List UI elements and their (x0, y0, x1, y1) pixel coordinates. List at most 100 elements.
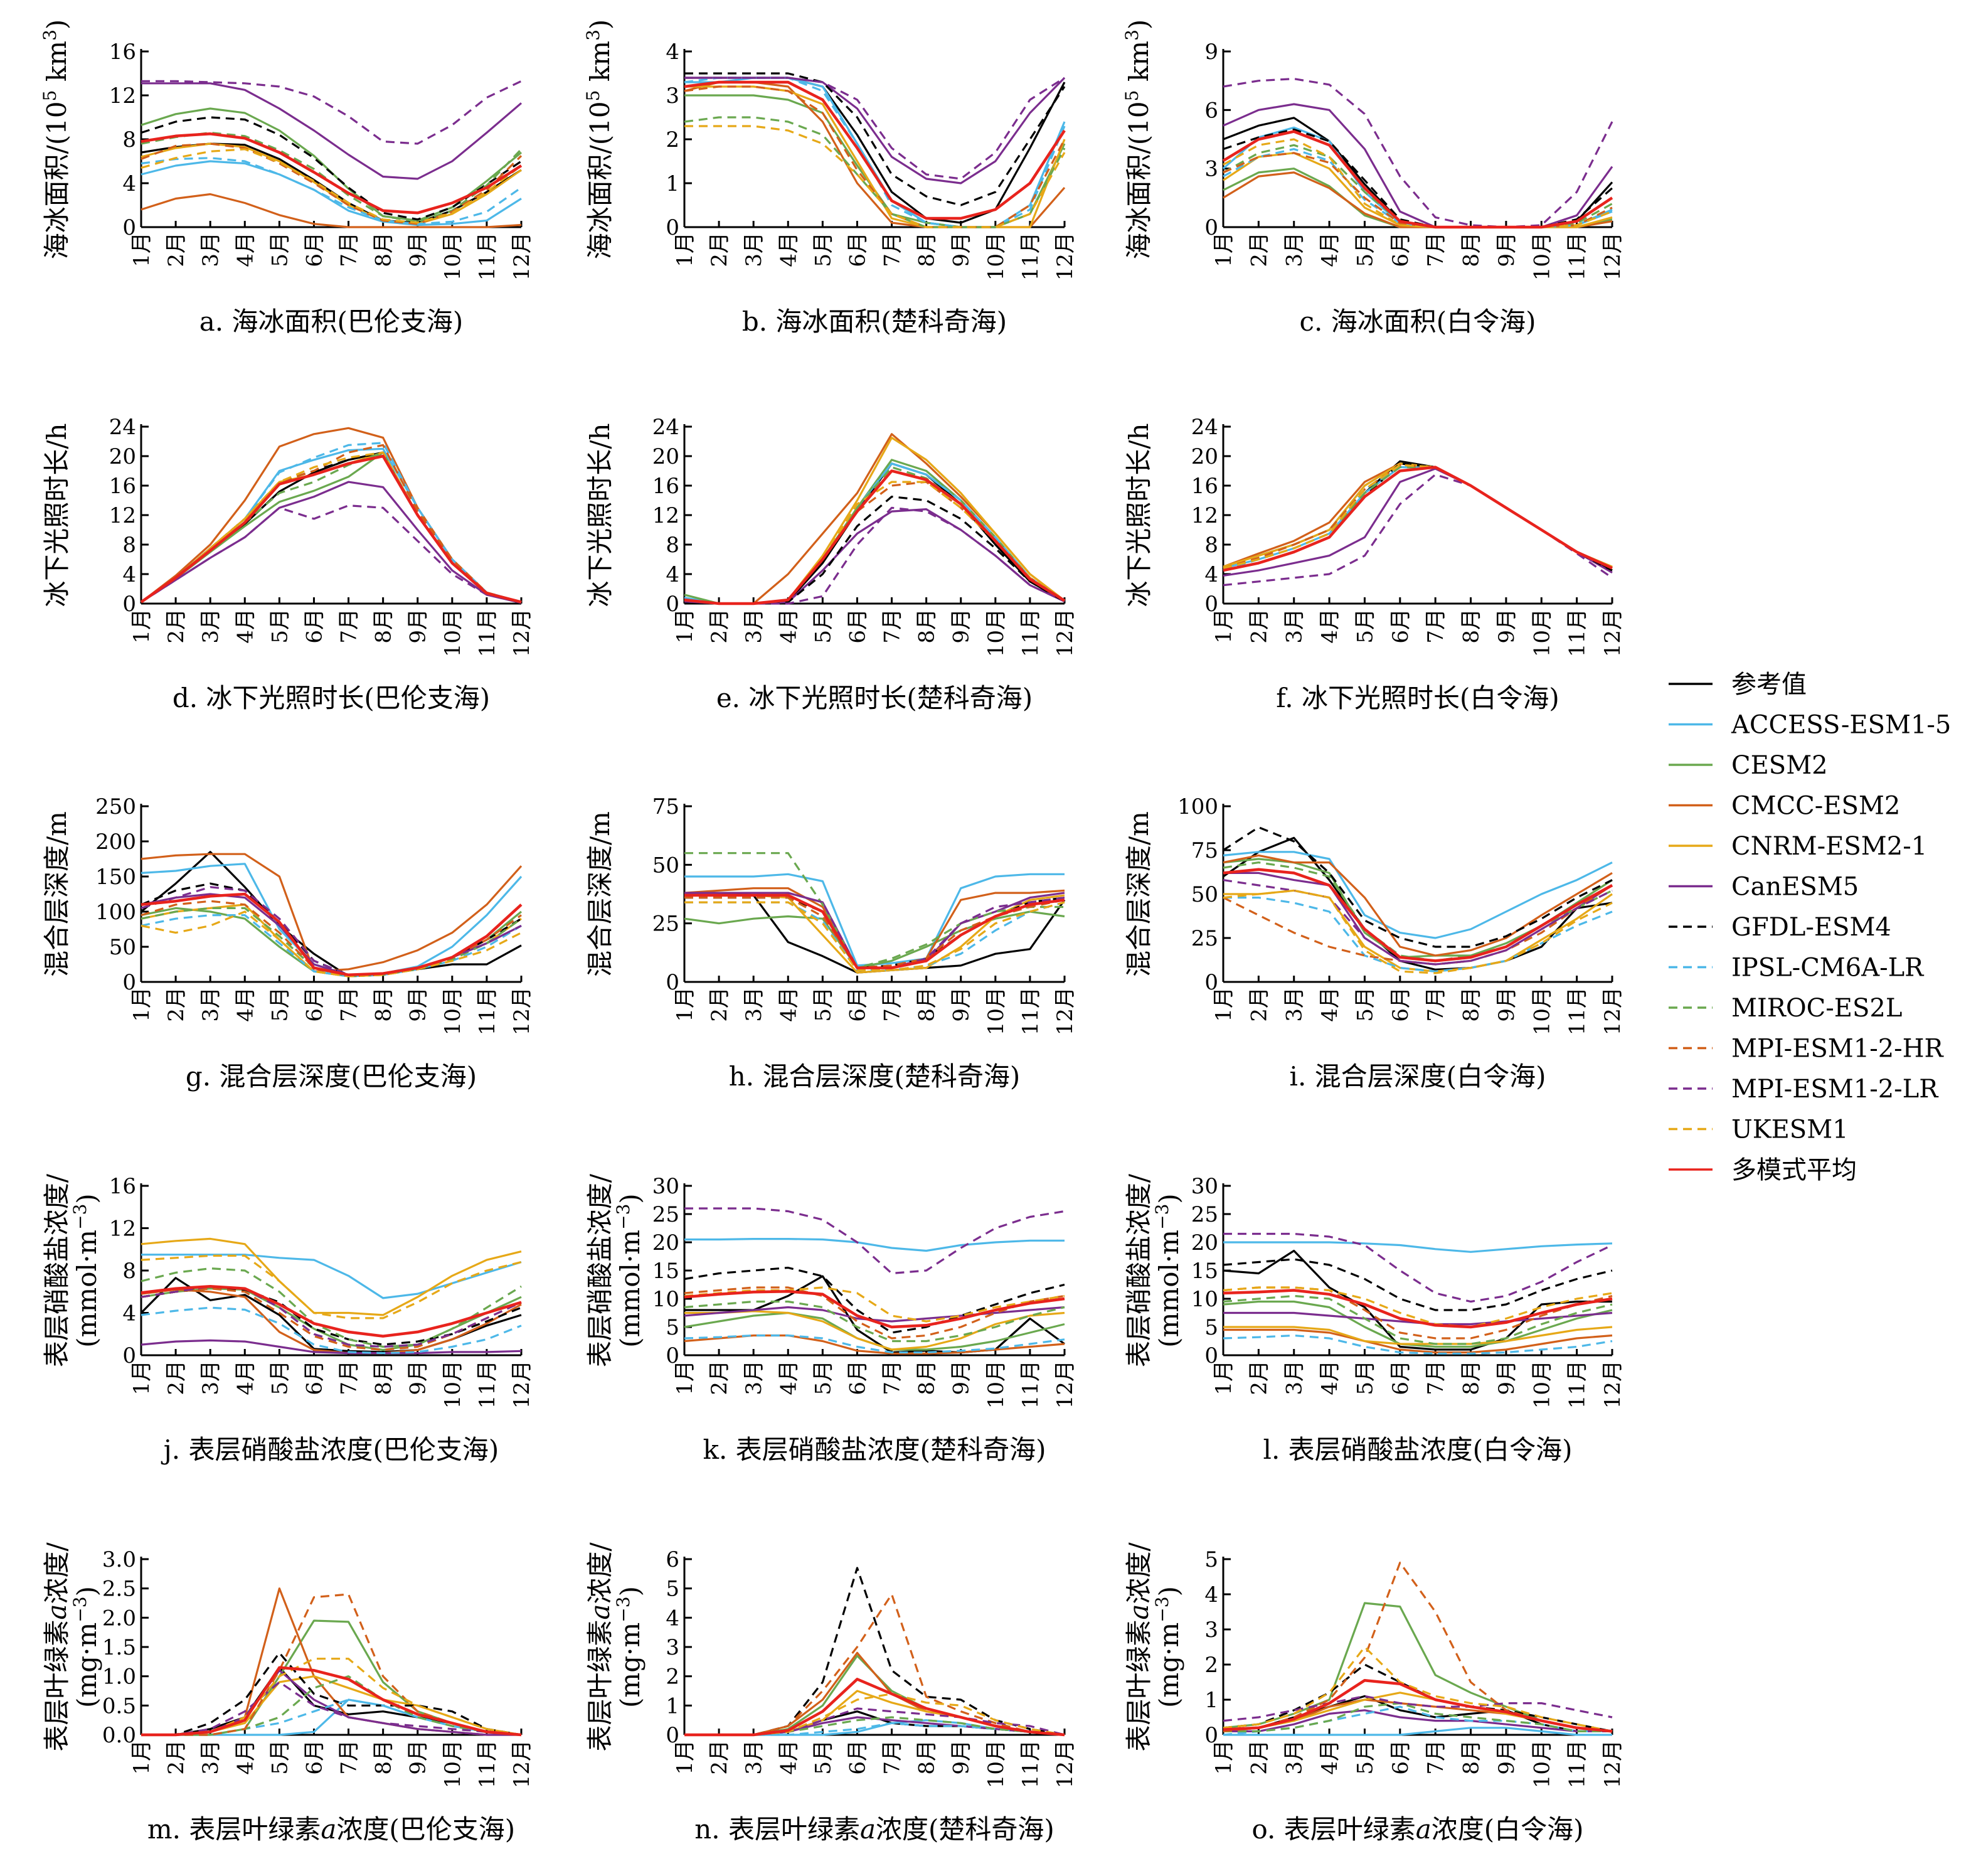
y-tick-label: 0 (666, 592, 679, 617)
series-line (1223, 1241, 1613, 1253)
series-line (684, 466, 1065, 605)
x-tick-label: 7月 (880, 1360, 905, 1395)
y-tick-label: 20 (652, 1230, 679, 1255)
series-line (141, 914, 522, 978)
series-line (1223, 889, 1613, 974)
series-line (141, 504, 522, 604)
y-tick-label: 16 (109, 1174, 136, 1199)
y-tick-label: 8 (122, 127, 136, 152)
x-tick-label: 9月 (406, 987, 431, 1022)
x-tick-label: 1月 (129, 1740, 154, 1775)
y-axis-label: 海冰面积/(105 km3) (40, 19, 73, 260)
x-tick-label: 4月 (776, 1360, 801, 1395)
y-tick-label: 4 (122, 1301, 136, 1326)
y-tick-label: 5 (1204, 1547, 1218, 1572)
series-line (684, 896, 1065, 969)
x-tick-label: 2月 (707, 1360, 732, 1395)
x-tick-label: 8月 (371, 609, 396, 644)
y-tick-label: 3 (1204, 157, 1218, 182)
series-line (1223, 836, 1613, 971)
series-line (141, 1593, 522, 1736)
x-tick-label: 9月 (406, 609, 431, 644)
panel-j: 0 4 8 12 16 1月 2月 3月 4月 5月 6月 7月 8月 9月 10月 11月 12月 表层硝酸盐浓… (41, 1173, 534, 1465)
series-line (1223, 464, 1613, 570)
x-tick-label: 9月 (949, 609, 974, 644)
x-tick-label: 5月 (1352, 609, 1378, 644)
panel-caption: j. 表层硝酸盐浓度(巴伦支海) (161, 1434, 499, 1465)
series-line (684, 80, 1066, 220)
x-tick-label: 7月 (337, 609, 362, 644)
y-tick-label: 150 (95, 865, 136, 890)
x-tick-label: 5月 (1352, 1360, 1378, 1395)
series-line (684, 892, 1065, 969)
y-tick-label: 4 (1204, 1582, 1218, 1607)
x-tick-label: 7月 (337, 987, 362, 1022)
x-tick-label: 6月 (302, 987, 327, 1022)
y-tick-label: 8 (666, 533, 679, 558)
x-tick-label: 11月 (1018, 1360, 1043, 1409)
x-tick-label: 8月 (1459, 987, 1484, 1022)
series-line (684, 77, 1066, 228)
y-tick-label: 0.5 (102, 1693, 136, 1719)
y-tick-label: 25 (652, 912, 679, 937)
x-tick-label: 4月 (776, 232, 801, 267)
series-line (1223, 1249, 1612, 1351)
y-tick-label: 2 (1204, 1653, 1218, 1678)
series-line (684, 77, 1065, 180)
y-axis-label: 混合层深度/m (585, 811, 615, 977)
legend-label: CESM2 (1731, 751, 1828, 780)
x-tick-label: 4月 (233, 987, 258, 1022)
x-tick-label: 5月 (810, 987, 836, 1022)
x-tick-label: 3月 (1282, 987, 1307, 1022)
series-line (684, 85, 1066, 228)
y-tick-label: 16 (109, 40, 136, 65)
series-line (1223, 1300, 1613, 1348)
series-line (141, 1339, 522, 1355)
y-tick-label: 16 (652, 474, 679, 499)
x-tick-label: 7月 (1423, 1360, 1448, 1395)
panel-caption: b. 海冰面积(楚科奇海) (742, 306, 1007, 337)
y-tick-label: 2.5 (102, 1577, 136, 1602)
y-tick-label: 30 (1191, 1174, 1218, 1199)
y-tick-label: 2 (666, 1665, 679, 1690)
x-tick-label: 12月 (1600, 609, 1625, 657)
x-tick-label: 1月 (129, 609, 154, 644)
y-axis-label: 混合层深度/m (41, 811, 72, 977)
x-tick-label: 8月 (915, 609, 940, 644)
series-line (1223, 144, 1613, 228)
x-tick-label: 7月 (337, 1740, 362, 1775)
y-axis-label: 冰下光照时长/h (1123, 423, 1154, 607)
series-line (1222, 130, 1613, 229)
x-tick-label: 4月 (1317, 609, 1342, 644)
x-tick-label: 8月 (371, 232, 396, 267)
y-tick-label: 25 (1191, 1202, 1218, 1227)
y-tick-label: 16 (109, 474, 136, 499)
series-line (1223, 1709, 1612, 1732)
x-tick-label: 9月 (1494, 987, 1519, 1022)
x-tick-label: 3月 (198, 609, 223, 644)
x-tick-label: 6月 (302, 1360, 327, 1395)
x-tick-label: 7月 (1423, 232, 1448, 267)
panel-b: 0 1 2 3 4 1月 2月 3月 4月 5月 6月 7月 8月 9月 10月 11月 12月 海冰面积/(10… (583, 19, 1078, 337)
series-line (684, 1300, 1065, 1343)
y-axis-label: 冰下光照时长/h (585, 423, 615, 607)
x-tick-label: 4月 (233, 232, 258, 267)
panel-c: 0 3 6 9 1月 2月 3月 4月 5月 6月 7月 8月 9月 10月 11月 12月 海冰面积/(105… (1122, 19, 1626, 337)
x-tick-label: 4月 (1317, 232, 1342, 267)
series-line (684, 910, 1065, 969)
series-line (1223, 152, 1613, 228)
y-tick-label: 0 (666, 215, 679, 240)
x-tick-label: 11月 (1018, 609, 1043, 657)
x-tick-label: 12月 (509, 987, 534, 1035)
series-line (1223, 103, 1613, 228)
x-tick-label: 2月 (1246, 609, 1272, 644)
y-axis-label: 混合层深度/m (1123, 811, 1154, 977)
panel-g: 0 50 100 150 200 250 1月 2月 3月 4月 5月 6月 7月 8月 9月 10月 11月 1… (41, 794, 534, 1092)
x-tick-label: 11月 (475, 1360, 500, 1409)
series-line (1223, 148, 1613, 228)
x-tick-label: 6月 (845, 609, 870, 644)
y-tick-label: 2.0 (102, 1606, 136, 1631)
x-tick-label: 5月 (810, 232, 836, 267)
series-line (1223, 1334, 1613, 1355)
x-tick-label: 7月 (337, 232, 362, 267)
